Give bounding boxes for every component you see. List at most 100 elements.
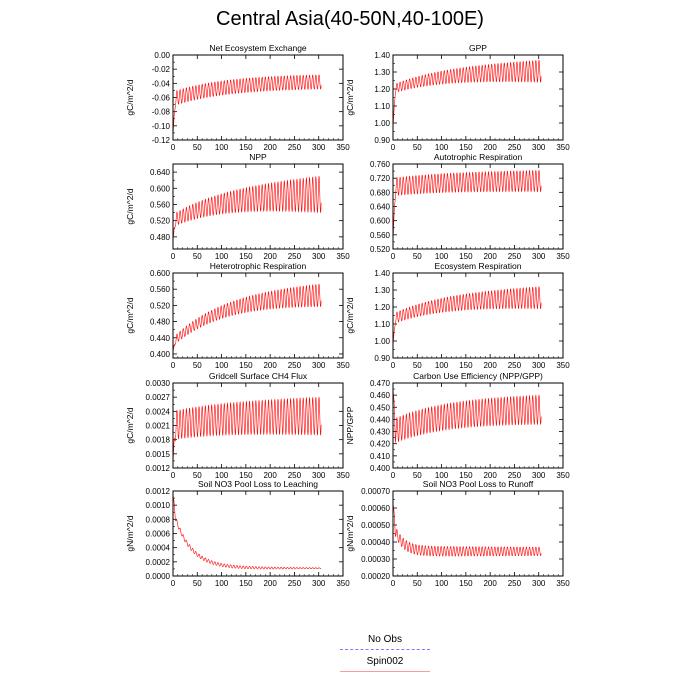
x-tick-label: 50	[193, 471, 202, 480]
y-tick-label: 0.480	[150, 233, 171, 242]
x-tick-label: 50	[193, 361, 202, 370]
chart-panel-9: Soil NO3 Pool Loss to Leaching gN/m^2/d 0.…	[125, 479, 350, 588]
x-tick-label: 100	[435, 252, 449, 261]
x-tick-label: 150	[239, 252, 253, 261]
chart-panel-2: GPP gC/m^2/d 0.90 1.00 1.10 1.20 1.30 1.40 0 50 10…	[345, 43, 570, 152]
chart-title: NPP	[249, 152, 267, 162]
y-axis-label: gC/m^2/d	[125, 188, 135, 224]
y-tick-label: 0.0010	[146, 501, 171, 510]
plot-frame	[172, 54, 344, 141]
chart-title: Carbon Use Efficiency (NPP/GPP)	[413, 371, 543, 381]
x-tick-label: 150	[459, 361, 473, 370]
y-tick-label: 1.00	[374, 337, 390, 346]
x-tick-label: 0	[391, 361, 396, 370]
x-tick-label: 50	[193, 579, 202, 588]
y-tick-label: 0.440	[370, 415, 391, 424]
series-line-1	[172, 396, 322, 464]
chart-panel-8: Carbon Use Efficiency (NPP/GPP) NPP/GPP 0.…	[345, 371, 570, 480]
page-title: Central Asia(40-50N,40-100E)	[216, 8, 484, 30]
x-tick-label: 0	[171, 471, 176, 480]
x-tick-label: 350	[336, 252, 350, 261]
plot-frame	[172, 163, 344, 250]
x-tick-label: 0	[391, 471, 396, 480]
y-tick-label: 0.0015	[146, 450, 171, 459]
plot-frame	[392, 54, 564, 141]
chart-title: GPP	[469, 43, 487, 53]
chart-panel-5: Heterotrophic Respiration gC/m^2/d 0.400 0.…	[125, 261, 350, 370]
x-tick-label: 350	[556, 143, 570, 152]
y-tick-label: 1.40	[374, 269, 390, 278]
x-tick-label: 250	[288, 143, 302, 152]
y-tick-label: 0.720	[370, 174, 391, 183]
series-line-1	[172, 283, 322, 352]
x-tick-label: 200	[483, 579, 497, 588]
y-tick-label: 1.00	[374, 119, 390, 128]
chart-title: Soil NO3 Pool Loss to Runoff	[423, 479, 534, 489]
y-axis-label: gN/m^2/d	[345, 515, 355, 551]
x-tick-label: 150	[459, 579, 473, 588]
y-tick-label: 0.600	[150, 269, 171, 278]
chart-title: Gridcell Surface CH4 Flux	[209, 371, 308, 381]
x-tick-label: 250	[508, 471, 522, 480]
x-tick-label: 300	[312, 579, 326, 588]
y-tick-label: 0.600	[370, 217, 391, 226]
y-tick-label: 0.0008	[146, 515, 171, 524]
y-tick-label: -0.06	[152, 94, 171, 103]
series-line-1	[392, 169, 542, 242]
plot-frame	[392, 272, 564, 359]
y-tick-label: 0.00020	[361, 572, 390, 581]
y-tick-label: -0.04	[152, 79, 171, 88]
y-tick-label: 0.0000	[146, 572, 171, 581]
chart-panel-6: Ecosystem Respiration gC/m^2/d 0.90 1.00 1.1…	[345, 261, 570, 370]
x-tick-label: 350	[336, 579, 350, 588]
series-line-1	[392, 286, 542, 347]
x-tick-label: 100	[215, 361, 229, 370]
y-tick-label: 0.760	[370, 160, 391, 169]
y-tick-label: -0.10	[152, 122, 171, 131]
x-tick-label: 200	[483, 361, 497, 370]
chart-title: Soil NO3 Pool Loss to Leaching	[198, 479, 318, 489]
x-tick-label: 200	[263, 579, 277, 588]
y-tick-label: 0.0006	[146, 530, 171, 539]
x-tick-label: 0	[171, 143, 176, 152]
x-tick-label: 350	[336, 143, 350, 152]
y-tick-label: 0.420	[370, 440, 391, 449]
x-tick-label: 300	[532, 579, 546, 588]
y-tick-label: 0.00	[154, 51, 170, 60]
y-tick-label: 0.90	[374, 136, 390, 145]
y-tick-label: 0.560	[370, 231, 391, 240]
y-tick-label: 0.0012	[146, 464, 171, 473]
y-tick-label: 1.20	[374, 85, 390, 94]
x-tick-label: 150	[459, 143, 473, 152]
legend-line-no-obs	[340, 649, 430, 650]
x-tick-label: 300	[532, 471, 546, 480]
series-line-1	[172, 494, 322, 570]
x-tick-label: 200	[483, 471, 497, 480]
chart-title: Autotrophic Respiration	[434, 152, 523, 162]
x-tick-label: 250	[508, 252, 522, 261]
y-tick-label: 0.00040	[361, 538, 390, 547]
chart-panel-3: NPP gC/m^2/d 0.480 0.520 0.560 0.600 0.640 0 50 1…	[125, 152, 350, 261]
x-tick-label: 350	[556, 579, 570, 588]
x-tick-label: 300	[532, 252, 546, 261]
plot-frame	[172, 272, 344, 359]
y-tick-label: 0.00070	[361, 487, 390, 496]
y-tick-label: 0.410	[370, 452, 391, 461]
x-tick-label: 100	[435, 471, 449, 480]
y-tick-label: -0.02	[152, 65, 171, 74]
x-tick-label: 50	[413, 361, 422, 370]
y-tick-label: 1.20	[374, 303, 390, 312]
y-tick-label: 0.640	[370, 203, 391, 212]
x-tick-label: 150	[239, 471, 253, 480]
y-tick-label: 0.400	[370, 464, 391, 473]
y-axis-label: NPP/GPP	[345, 406, 355, 444]
y-axis-label: gN/m^2/d	[125, 515, 135, 551]
plot-frame	[392, 490, 564, 577]
x-tick-label: 100	[215, 252, 229, 261]
legend-label-spin002: Spin002	[366, 656, 404, 667]
y-tick-label: 0.00030	[361, 555, 390, 564]
legend: No Obs Spin002	[340, 634, 430, 672]
x-tick-label: 250	[508, 579, 522, 588]
y-tick-label: 0.00060	[361, 504, 390, 513]
chart-title: Net Ecosystem Exchange	[209, 43, 307, 53]
